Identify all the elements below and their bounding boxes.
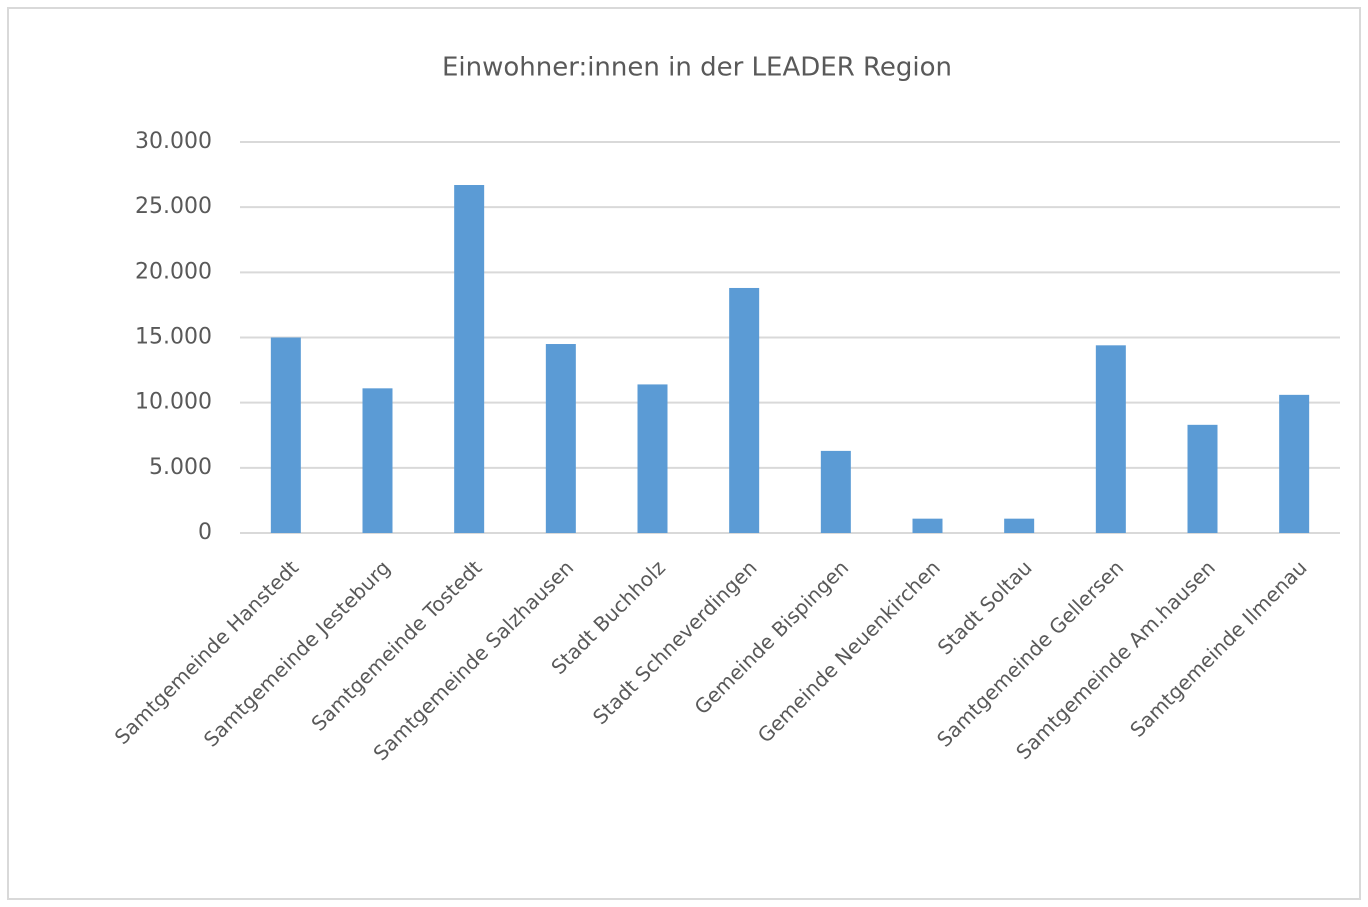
chart-title: Einwohner:innen in der LEADER Region <box>442 53 952 83</box>
y-tick-label: 15.000 <box>135 325 212 350</box>
bar <box>1279 394 1310 533</box>
bar <box>729 287 760 533</box>
chart-frame <box>7 7 1361 900</box>
y-tick-label: 0 <box>198 520 212 545</box>
y-tick-label: 5.000 <box>149 455 212 480</box>
bar <box>820 450 851 533</box>
bar <box>912 518 943 533</box>
y-tick-label: 25.000 <box>135 194 212 219</box>
bar <box>1187 424 1218 533</box>
bar <box>454 185 485 533</box>
y-tick-label: 10.000 <box>135 390 212 415</box>
bar <box>545 344 576 533</box>
bar <box>270 337 301 533</box>
bar <box>1095 345 1126 533</box>
y-tick-label: 30.000 <box>135 129 212 154</box>
bar <box>1004 518 1035 533</box>
y-tick-label: 20.000 <box>135 259 212 284</box>
bar <box>637 384 668 533</box>
bar <box>362 388 393 533</box>
